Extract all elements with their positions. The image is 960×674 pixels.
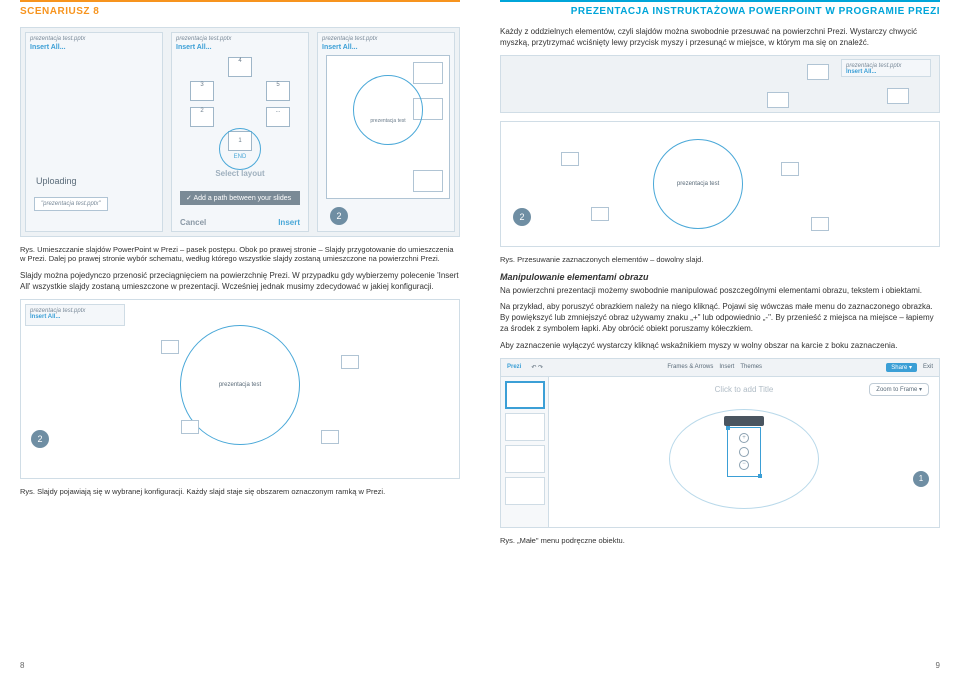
fig2-panel-title: prezentacja test.pptx <box>26 305 124 314</box>
panel3-title: prezentacja test.pptx <box>318 33 454 42</box>
cancel-button[interactable]: Cancel <box>180 218 206 227</box>
fig2-center-label: prezentacja test <box>219 382 261 388</box>
insert-all-link-3[interactable]: Insert All... <box>318 42 454 55</box>
panel-uploading: prezentacja test.pptx Insert All... Uplo… <box>25 32 163 232</box>
toolbar-frames-arrows[interactable]: Frames & Arrows <box>667 364 713 370</box>
panel1-title: prezentacja test.pptx <box>26 33 162 42</box>
hand-icon[interactable] <box>739 447 749 457</box>
fig3-center-label: prezentacja test <box>677 181 719 187</box>
slide-sidebar <box>501 377 549 527</box>
figure-powerpoint-import-panels: prezentacja test.pptx Insert All... Uplo… <box>20 27 460 237</box>
layout-tile[interactable]: 4 <box>228 57 252 77</box>
body-paragraph: Na powierzchni prezentacji możemy swobod… <box>500 286 940 297</box>
slide-frame[interactable] <box>341 355 359 369</box>
insert-all-link-5[interactable]: Insert All... <box>842 69 930 75</box>
layout-end-circle: END <box>219 128 261 170</box>
body-paragraph: Slajdy można pojedynczo przenosić przeci… <box>20 271 460 293</box>
path-step-badge-4: 1 <box>913 471 929 487</box>
figure-move-slide-main: prezentacja test 2 <box>500 121 940 247</box>
slide-frame[interactable] <box>591 207 609 221</box>
fig2-import-panel: prezentacja test.pptx Insert All... <box>25 304 125 326</box>
layout-tile[interactable]: 5 <box>266 81 290 101</box>
path-step-badge-2: 2 <box>31 430 49 448</box>
preview-canvas: prezentacja test <box>326 55 450 199</box>
slide-frame[interactable] <box>181 420 199 434</box>
slide-frame[interactable] <box>781 162 799 176</box>
slide-frame[interactable] <box>161 340 179 354</box>
add-path-checkbox[interactable]: Add a path between your slides <box>180 191 300 205</box>
document-title-header: PREZENTACJA INSTRUKTAŻOWA POWERPOINT W P… <box>500 0 940 17</box>
page-number-right: 9 <box>936 661 940 670</box>
figure1-caption: Rys. Umieszczanie slajdów PowerPoint w P… <box>20 245 460 263</box>
zoom-to-frame-button[interactable]: Zoom to Frame ▾ <box>869 383 929 396</box>
path-step-badge-3: 2 <box>513 208 531 226</box>
prezi-logo: Prezi <box>507 364 521 370</box>
preview-center-label: prezentacja test <box>370 118 405 124</box>
exit-button[interactable]: Exit <box>923 364 933 370</box>
insert-all-link-1[interactable]: Insert All... <box>26 42 162 55</box>
uploading-label: Uploading <box>36 176 77 186</box>
insert-button[interactable]: Insert <box>278 218 300 227</box>
panel2-title: prezentacja test.pptx <box>172 33 308 42</box>
sidebar-slide-thumb[interactable] <box>505 413 545 441</box>
uploading-filename: "prezentacja test.pptx" <box>34 197 108 211</box>
slide-frame[interactable] <box>321 430 339 444</box>
selected-object-box[interactable]: + − <box>727 427 761 477</box>
slide-frame[interactable] <box>561 152 579 166</box>
undo-redo-icon[interactable]: ↶ ↷ <box>531 364 543 371</box>
editor-toolbar: Prezi ↶ ↷ Frames & Arrows Insert Themes … <box>501 359 939 377</box>
insert-all-link-2[interactable]: Insert All... <box>172 42 308 55</box>
scenario-header: SCENARIUSZ 8 <box>20 0 460 17</box>
fr-import-panel: prezentacja test.pptx Insert All... <box>841 59 931 77</box>
insert-all-link-4[interactable]: Insert All... <box>26 314 124 320</box>
figure3-caption: Rys. Przesuwanie zaznaczonych elementów … <box>500 255 940 264</box>
figure2-caption: Rys. Slajdy pojawiają się w wybranej kon… <box>20 487 460 496</box>
preview-circle <box>353 75 423 145</box>
sidebar-slide-thumb[interactable] <box>505 477 545 505</box>
editor-canvas[interactable]: Click to add Title Zoom to Frame ▾ + − 1 <box>549 377 939 527</box>
body-paragraph: Aby zaznaczenie wyłączyć wystarczy klikn… <box>500 341 940 352</box>
share-button[interactable]: Share ▾ <box>886 363 917 372</box>
slide-frame[interactable] <box>767 92 789 108</box>
subheading-manipulating: Manipulowanie elementami obrazu <box>500 272 940 282</box>
layout-tile[interactable]: ... <box>266 107 290 127</box>
path-step-badge: 2 <box>330 207 348 225</box>
fr-panel-title: prezentacja test.pptx <box>842 60 930 69</box>
slide-frame[interactable] <box>807 64 829 80</box>
select-layout-label: Select layout <box>172 169 308 178</box>
body-paragraph: Na przykład, aby poruszyć obrazkiem nale… <box>500 302 940 334</box>
toolbar-insert[interactable]: Insert <box>719 364 734 370</box>
plus-icon[interactable]: + <box>739 433 749 443</box>
figure-slides-in-config: prezentacja test.pptx Insert All... prez… <box>20 299 460 479</box>
figure-move-slide-top: prezentacja test.pptx Insert All... <box>500 55 940 113</box>
slide-thumb[interactable] <box>413 170 443 192</box>
slide-thumb[interactable] <box>413 62 443 84</box>
panel-select-layout: prezentacja test.pptx Insert All... 4 3 … <box>171 32 309 232</box>
panel-preview: prezentacja test.pptx Insert All... prez… <box>317 32 455 232</box>
sidebar-slide-thumb[interactable] <box>505 445 545 473</box>
sidebar-slide-thumb[interactable] <box>505 381 545 409</box>
page-number-left: 8 <box>20 661 24 670</box>
figure4-caption: Rys. „Małe" menu podręczne obiektu. <box>500 536 940 545</box>
slide-frame[interactable] <box>811 217 829 231</box>
toolbar-themes[interactable]: Themes <box>740 364 762 370</box>
minus-icon[interactable]: − <box>739 460 749 470</box>
object-context-menu[interactable] <box>724 416 764 426</box>
slide-frame[interactable] <box>887 88 909 104</box>
layout-tile[interactable]: 3 <box>190 81 214 101</box>
layout-tile[interactable]: 2 <box>190 107 214 127</box>
body-paragraph: Każdy z oddzielnych elementów, czyli sla… <box>500 27 940 49</box>
figure-prezi-editor: Prezi ↶ ↷ Frames & Arrows Insert Themes … <box>500 358 940 528</box>
